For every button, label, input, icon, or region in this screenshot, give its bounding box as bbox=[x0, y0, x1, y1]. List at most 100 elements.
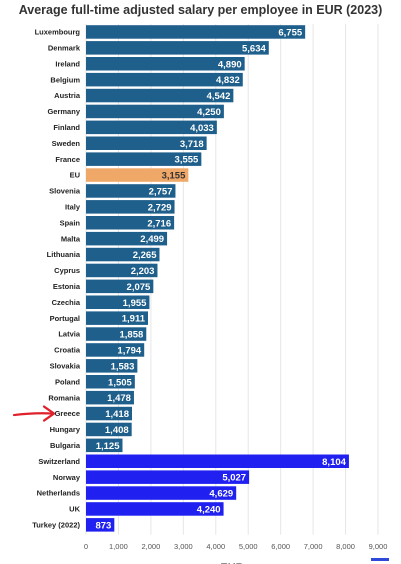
value-label: 6,755 bbox=[278, 27, 302, 38]
bar bbox=[86, 88, 234, 103]
value-label: 2,075 bbox=[127, 282, 151, 293]
bar bbox=[86, 120, 217, 135]
value-label: 3,555 bbox=[175, 155, 199, 166]
value-label: 5,634 bbox=[242, 43, 266, 54]
category-label: Bulgaria bbox=[50, 441, 81, 450]
bar bbox=[86, 502, 224, 516]
value-label: 3,155 bbox=[162, 171, 186, 182]
bar bbox=[86, 104, 224, 119]
value-label: 4,033 bbox=[190, 123, 214, 134]
bar bbox=[86, 168, 189, 182]
bar bbox=[86, 390, 134, 405]
bar bbox=[86, 200, 175, 214]
category-label: Belgium bbox=[50, 75, 80, 84]
value-label: 2,203 bbox=[131, 266, 155, 277]
bar bbox=[86, 279, 154, 294]
x-tick-label: 0 bbox=[84, 542, 88, 551]
category-label: Portugal bbox=[50, 314, 80, 323]
category-label: UK bbox=[69, 505, 80, 514]
value-label: 1,794 bbox=[117, 345, 141, 356]
bar bbox=[86, 216, 175, 230]
category-label: Luxembourg bbox=[35, 28, 81, 37]
value-label: 8,104 bbox=[322, 457, 346, 468]
x-tick-label: 5,000 bbox=[239, 542, 258, 551]
category-label: Germany bbox=[47, 107, 80, 116]
x-tick-label: 6,000 bbox=[271, 542, 290, 551]
category-label: Switzerland bbox=[38, 457, 80, 466]
category-label: Greece bbox=[55, 409, 80, 418]
value-label: 1,408 bbox=[105, 425, 129, 436]
category-label: Lithuania bbox=[47, 250, 81, 259]
value-label: 4,240 bbox=[197, 504, 221, 515]
value-label: 3,718 bbox=[180, 139, 204, 150]
category-label: Spain bbox=[60, 218, 81, 227]
bar bbox=[86, 231, 168, 246]
category-label: Malta bbox=[61, 234, 81, 243]
category-label: Turkey (2022) bbox=[32, 520, 80, 529]
annotation-arrow-shaft bbox=[12, 412, 55, 417]
value-label: 2,265 bbox=[133, 250, 157, 261]
category-label: EU bbox=[70, 171, 80, 180]
bar bbox=[86, 295, 150, 309]
bar bbox=[86, 438, 123, 453]
value-label: 1,583 bbox=[111, 361, 135, 372]
bar bbox=[86, 57, 245, 71]
category-label: Estonia bbox=[53, 282, 81, 291]
value-label: 2,716 bbox=[147, 218, 171, 229]
x-tick-label: 7,000 bbox=[304, 542, 323, 551]
value-label: 4,890 bbox=[218, 59, 242, 70]
bar bbox=[86, 359, 138, 373]
category-label: Sweden bbox=[52, 139, 81, 148]
value-label: 1,955 bbox=[123, 298, 147, 309]
value-label: 4,542 bbox=[207, 91, 231, 102]
category-label: Slovakia bbox=[50, 361, 81, 370]
value-label: 873 bbox=[95, 520, 111, 531]
category-label: Hungary bbox=[50, 425, 81, 434]
category-label: Slovenia bbox=[49, 187, 81, 196]
bar bbox=[86, 518, 115, 532]
value-label: 5,027 bbox=[222, 473, 246, 484]
value-label: 1,505 bbox=[108, 377, 132, 388]
chart-title: Average full-time adjusted salary per em… bbox=[18, 3, 383, 17]
bar bbox=[86, 470, 250, 484]
bar bbox=[86, 422, 132, 437]
bar bbox=[86, 263, 158, 278]
x-tick-label: 9,000 bbox=[369, 542, 388, 551]
value-label: 4,832 bbox=[216, 75, 240, 86]
bar bbox=[86, 311, 149, 325]
value-label: 1,125 bbox=[96, 441, 120, 452]
bar bbox=[86, 247, 160, 262]
x-axis-label: EUR bbox=[220, 562, 243, 564]
bar bbox=[86, 136, 207, 150]
category-label: Poland bbox=[55, 377, 80, 386]
bar bbox=[86, 152, 202, 166]
value-label: 1,911 bbox=[122, 314, 146, 325]
category-label: Romania bbox=[48, 393, 81, 402]
category-label: Netherlands bbox=[37, 489, 80, 498]
value-label: 4,250 bbox=[197, 107, 221, 118]
bar bbox=[86, 486, 237, 500]
bar bbox=[86, 41, 269, 55]
bar bbox=[86, 72, 243, 87]
category-label: Cyprus bbox=[54, 266, 80, 275]
x-tick-label: 1,000 bbox=[109, 542, 128, 551]
x-tick-label: 3,000 bbox=[174, 542, 193, 551]
annotation-arrow-head bbox=[42, 405, 56, 422]
value-label: 1,478 bbox=[107, 393, 131, 404]
value-label: 2,499 bbox=[140, 234, 164, 245]
corner-indicator bbox=[371, 558, 389, 561]
bar bbox=[86, 25, 306, 39]
bar bbox=[86, 454, 349, 468]
x-tick-label: 8,000 bbox=[336, 542, 355, 551]
category-label: Croatia bbox=[54, 346, 81, 355]
value-label: 1,858 bbox=[120, 330, 144, 341]
bar bbox=[86, 343, 145, 357]
category-label: Norway bbox=[53, 473, 81, 482]
value-label: 2,757 bbox=[149, 186, 173, 197]
bar bbox=[86, 184, 176, 198]
category-label: Italy bbox=[65, 202, 81, 211]
x-tick-label: 2,000 bbox=[141, 542, 160, 551]
category-label: Ireland bbox=[55, 59, 80, 68]
bar bbox=[86, 406, 133, 421]
